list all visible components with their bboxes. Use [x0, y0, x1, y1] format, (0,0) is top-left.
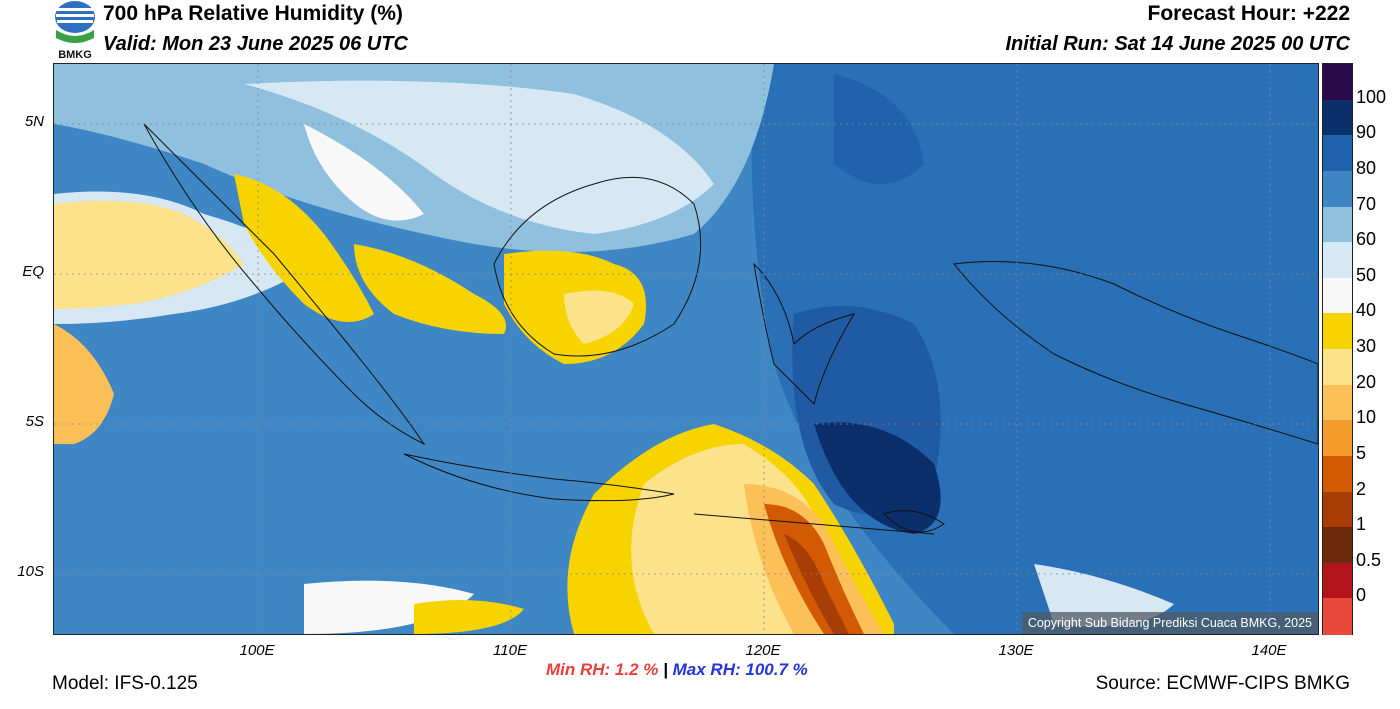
colorbar [1322, 63, 1353, 635]
colorbar-label: 40 [1356, 300, 1377, 321]
min-rh: Min RH: 1.2 % [546, 660, 659, 679]
lat-label-5n: 5N [24, 113, 44, 130]
model-info: Model: IFS-0.125 [52, 673, 198, 694]
copyright-notice: Copyright Sub Bidang Prediksi Cuaca BMKG… [1021, 612, 1318, 634]
colorbar-segment [1323, 277, 1352, 314]
colorbar-label: 0 [1356, 585, 1367, 606]
lon-label-130e: 130E [998, 642, 1034, 659]
colorbar-label: 60 [1356, 229, 1377, 250]
initial-run: Initial Run: Sat 14 June 2025 00 UTC [1005, 33, 1350, 55]
colorbar-segment [1323, 491, 1352, 528]
colorbar-segment [1323, 562, 1352, 599]
colorbar-label: 2 [1356, 478, 1367, 499]
colorbar-label: 0.5 [1356, 549, 1382, 570]
colorbar-label: 80 [1356, 157, 1377, 178]
colorbar-label: 10 [1356, 407, 1377, 428]
colorbar-segment [1323, 170, 1352, 207]
map-title: 700 hPa Relative Humidity (%) [103, 2, 403, 25]
colorbar-segment [1323, 313, 1352, 350]
lon-label-120e: 120E [745, 642, 781, 659]
forecast-hour: Forecast Hour: +222 [1147, 2, 1351, 25]
humidity-map: Copyright Sub Bidang Prediksi Cuaca BMKG… [53, 63, 1319, 635]
stats-separator: | [663, 660, 668, 679]
colorbar-segment [1323, 242, 1352, 279]
colorbar-label: 70 [1356, 193, 1377, 214]
colorbar-segment [1323, 455, 1352, 492]
svg-text:BMKG: BMKG [58, 49, 92, 61]
lon-label-110e: 110E [493, 642, 527, 659]
colorbar-segment [1323, 598, 1352, 635]
lon-label-140e: 140E [1251, 642, 1287, 659]
colorbar-segment [1323, 64, 1352, 101]
colorbar-label: 1 [1356, 514, 1367, 535]
lat-label-eq: EQ [22, 263, 44, 280]
source-info: Source: ECMWF-CIPS BMKG [1095, 673, 1350, 694]
colorbar-segment [1323, 99, 1352, 136]
valid-time: Valid: Mon 23 June 2025 06 UTC [103, 33, 408, 55]
colorbar-label: 50 [1356, 264, 1377, 285]
humidity-field [54, 64, 1318, 634]
colorbar-segment [1323, 384, 1352, 421]
colorbar-label: 5 [1356, 442, 1367, 463]
colorbar-label: 90 [1356, 122, 1377, 143]
colorbar-segment [1323, 135, 1352, 172]
colorbar-segment [1323, 349, 1352, 386]
rh-stats: Min RH: 1.2 % | Max RH: 100.7 % [546, 660, 808, 680]
lon-label-100e: 100E [239, 642, 275, 659]
colorbar-segment [1323, 206, 1352, 243]
lat-label-10s: 10S [17, 563, 44, 580]
colorbar-label: 30 [1356, 336, 1377, 356]
lat-label-5s: 5S [25, 413, 44, 430]
colorbar-label: 20 [1356, 371, 1377, 392]
colorbar-label: 100 [1356, 86, 1387, 107]
max-rh: Max RH: 100.7 % [672, 660, 808, 679]
colorbar-segment [1323, 527, 1352, 564]
bmkg-logo: BMKG [52, 0, 98, 62]
colorbar-segment [1323, 420, 1352, 457]
